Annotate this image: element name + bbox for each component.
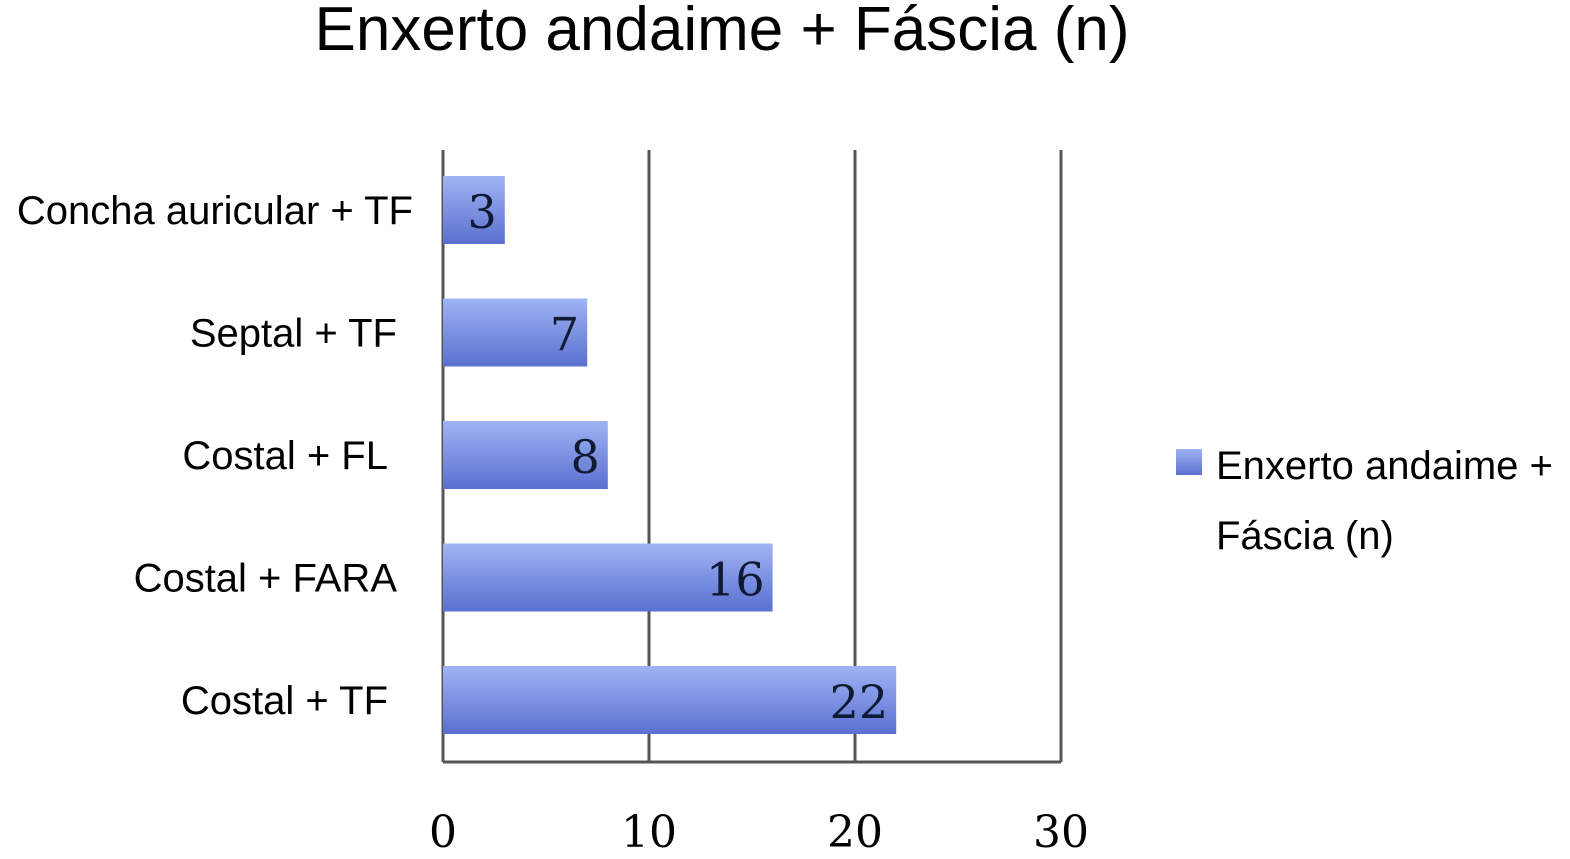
bar	[443, 421, 608, 489]
category-label: Septal + TF	[190, 312, 397, 356]
data-label: 3	[468, 185, 497, 239]
category-label: Concha auricular + TF	[17, 189, 413, 233]
bar	[443, 298, 588, 367]
bars: 3 7 8 16 22	[443, 176, 897, 734]
category-label: Costal + FL	[182, 434, 388, 478]
gridlines	[441, 150, 1063, 764]
legend: Enxerto andaime + Fáscia (n)	[1176, 444, 1553, 558]
data-label: 22	[830, 675, 889, 729]
legend-label-line-2: Fáscia (n)	[1216, 514, 1394, 558]
bar	[443, 176, 505, 244]
data-label: 8	[571, 430, 600, 484]
x-tick-label: 30	[1033, 807, 1089, 858]
category-label: Costal + TF	[181, 679, 388, 723]
bar	[443, 543, 773, 612]
category-label: Costal + FARA	[134, 557, 398, 601]
x-axis-ticks: 0 10 20 30	[429, 807, 1089, 858]
x-tick-label: 10	[621, 807, 677, 858]
chart-title: Enxerto andaime + Fáscia (n)	[315, 0, 1130, 64]
data-label: 7	[550, 308, 579, 362]
x-tick-label: 20	[827, 807, 883, 858]
bar	[443, 666, 897, 734]
category-labels: Concha auricular + TF Septal + TF Costal +…	[17, 189, 413, 723]
data-label: 16	[706, 553, 765, 607]
x-tick-label: 0	[429, 807, 457, 858]
legend-swatch	[1176, 449, 1202, 475]
legend-label-line-1: Enxerto andaime +	[1216, 444, 1553, 488]
